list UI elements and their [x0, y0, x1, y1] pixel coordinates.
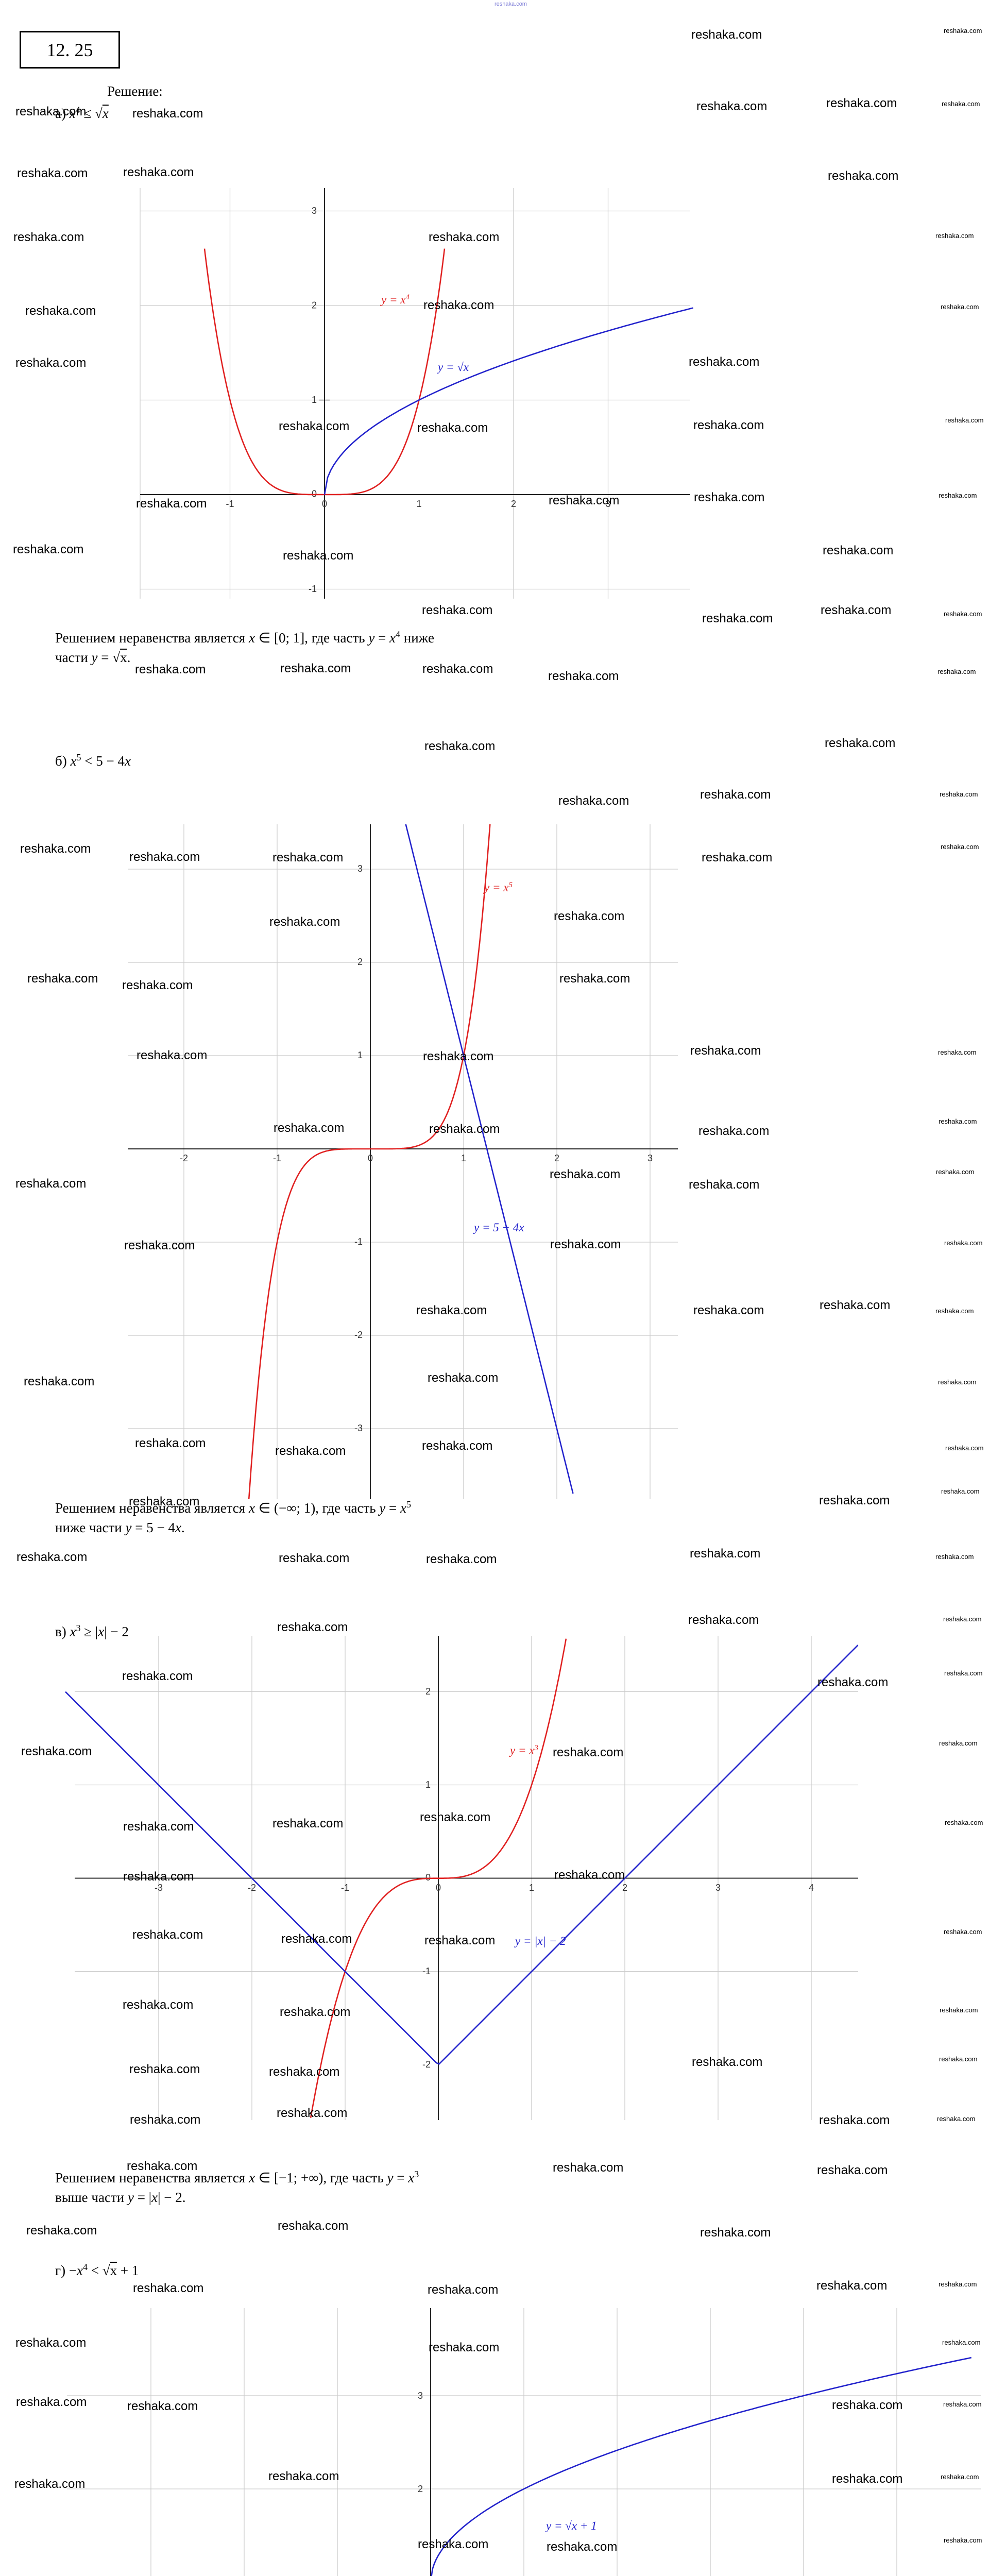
svg-text:3: 3: [357, 863, 363, 874]
svg-text:-1: -1: [309, 584, 317, 594]
svg-text:2: 2: [622, 1883, 627, 1893]
svg-text:y = 5 − 4x: y = 5 − 4x: [473, 1221, 524, 1234]
svg-text:3: 3: [647, 1153, 653, 1163]
svg-text:-2: -2: [354, 1330, 363, 1340]
svg-text:2: 2: [312, 300, 317, 311]
svg-text:3: 3: [605, 499, 610, 509]
svg-text:1: 1: [529, 1883, 534, 1893]
svg-text:-2: -2: [180, 1153, 188, 1163]
svg-text:-1: -1: [354, 1236, 363, 1247]
svg-text:y = x5: y = x5: [483, 881, 513, 894]
svg-text:y = x3: y = x3: [509, 1744, 538, 1757]
svg-text:2: 2: [357, 957, 363, 967]
svg-text:1: 1: [416, 499, 421, 509]
svg-text:y = √x: y = √x: [437, 361, 469, 374]
svg-text:1: 1: [312, 395, 317, 405]
svg-text:0: 0: [436, 1883, 441, 1893]
svg-text:0: 0: [368, 1153, 373, 1163]
svg-text:-1: -1: [226, 499, 234, 509]
svg-text:-3: -3: [354, 1423, 363, 1433]
svg-text:2: 2: [418, 2484, 423, 2494]
svg-text:3: 3: [715, 1883, 721, 1893]
svg-text:-1: -1: [273, 1153, 281, 1163]
svg-text:0: 0: [425, 1872, 431, 1883]
svg-text:2: 2: [425, 1686, 431, 1697]
svg-text:y = |x| − 2: y = |x| − 2: [514, 1935, 566, 1947]
svg-text:-1: -1: [341, 1883, 349, 1893]
svg-text:1: 1: [425, 1780, 431, 1790]
svg-text:2: 2: [554, 1153, 559, 1163]
svg-text:2: 2: [511, 499, 516, 509]
svg-text:1: 1: [357, 1050, 363, 1060]
svg-text:0: 0: [312, 489, 317, 499]
svg-text:3: 3: [418, 2391, 423, 2401]
svg-text:1: 1: [461, 1153, 466, 1163]
svg-text:-2: -2: [422, 2059, 431, 2070]
svg-text:y = x4: y = x4: [380, 293, 410, 306]
svg-text:3: 3: [312, 206, 317, 216]
svg-text:-2: -2: [248, 1883, 256, 1893]
svg-text:-3: -3: [155, 1883, 163, 1893]
svg-text:0: 0: [322, 499, 327, 509]
svg-text:y = √x + 1: y = √x + 1: [545, 2519, 597, 2532]
svg-text:4: 4: [809, 1883, 814, 1893]
svg-text:-1: -1: [422, 1966, 431, 1976]
